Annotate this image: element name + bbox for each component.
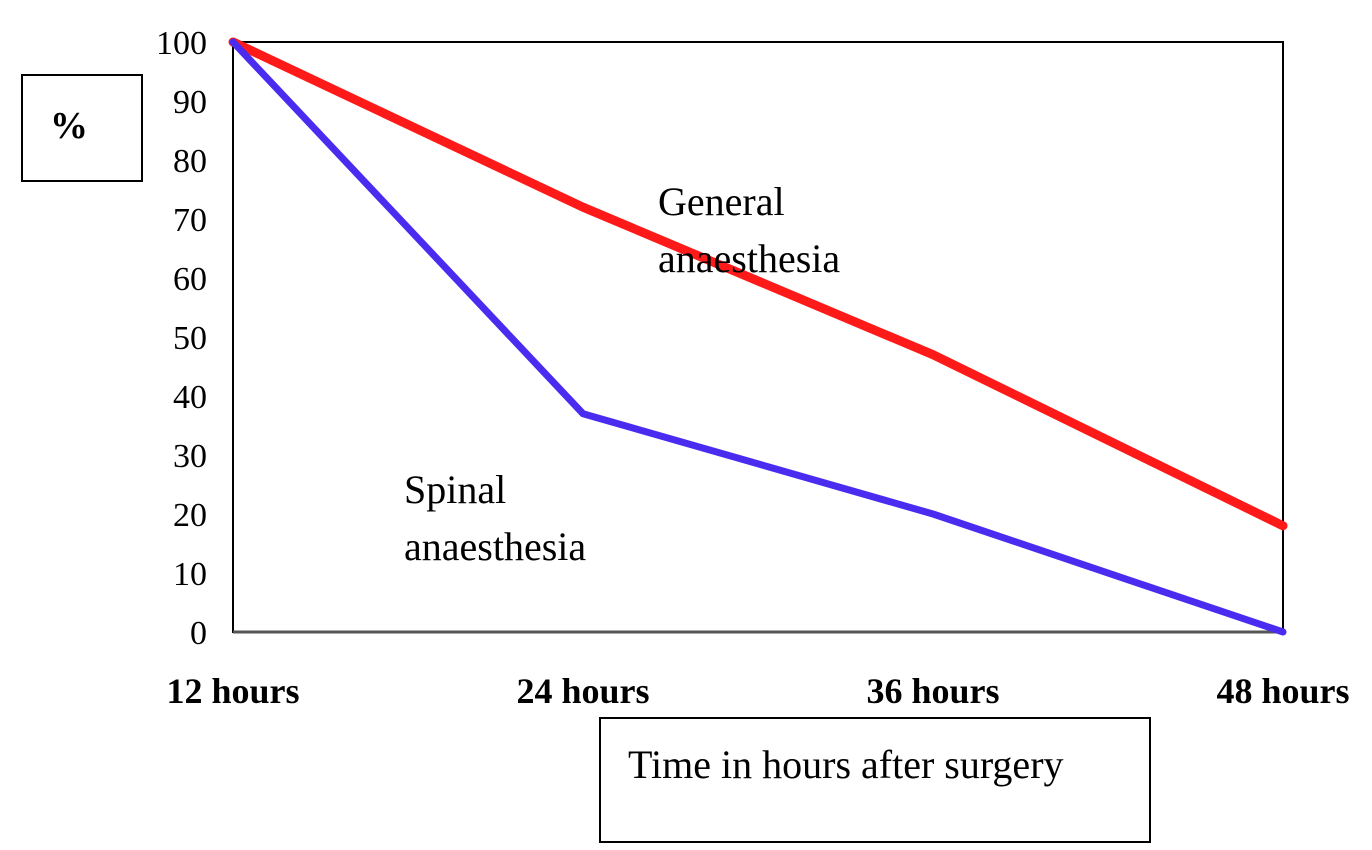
series-label-spinal-line1: Spinal <box>404 467 506 512</box>
x-axis-label: Time in hours after surgery <box>628 742 1064 787</box>
y-tick-label: 100 <box>156 25 207 62</box>
data-point <box>582 413 584 415</box>
y-tick-label: 80 <box>173 143 207 180</box>
data-point <box>582 206 584 208</box>
x-tick-label: 48 hours <box>1216 671 1349 711</box>
plot-area-border <box>232 41 1284 633</box>
series-label-general-line1: General <box>658 179 785 224</box>
plot-frame <box>232 41 1284 634</box>
y-tick-label: 20 <box>173 497 207 534</box>
data-point <box>932 513 934 515</box>
y-tick-label: 10 <box>173 556 207 593</box>
series-line-general <box>228 37 1288 531</box>
x-axis-label-box <box>599 717 1151 843</box>
series-line-spinal <box>229 38 1287 636</box>
series-lines <box>228 37 1288 636</box>
series-label-spinal-line2: anaesthesia <box>404 524 586 569</box>
y-axis-ticks: 0 10 20 30 40 50 60 70 80 90 100 <box>156 25 207 652</box>
data-point <box>232 41 234 43</box>
data-point <box>1282 631 1284 633</box>
y-tick-label: 60 <box>173 261 207 298</box>
y-axis-label: % <box>50 105 88 147</box>
y-tick-label: 0 <box>190 615 207 652</box>
data-point <box>1282 525 1284 527</box>
series-label-general-line2: anaesthesia <box>658 236 840 281</box>
y-tick-label: 30 <box>173 438 207 475</box>
y-tick-label: 40 <box>173 379 207 416</box>
y-tick-label: 90 <box>173 84 207 121</box>
x-tick-label: 24 hours <box>516 671 649 711</box>
x-tick-label: 36 hours <box>866 671 999 711</box>
data-point <box>932 354 934 356</box>
y-axis-label-box <box>21 74 143 182</box>
y-tick-label: 50 <box>173 320 207 357</box>
y-tick-label: 70 <box>173 202 207 239</box>
x-tick-label: 12 hours <box>166 671 299 711</box>
x-axis-ticks: 12 hours 24 hours 36 hours 48 hours <box>166 671 1349 711</box>
